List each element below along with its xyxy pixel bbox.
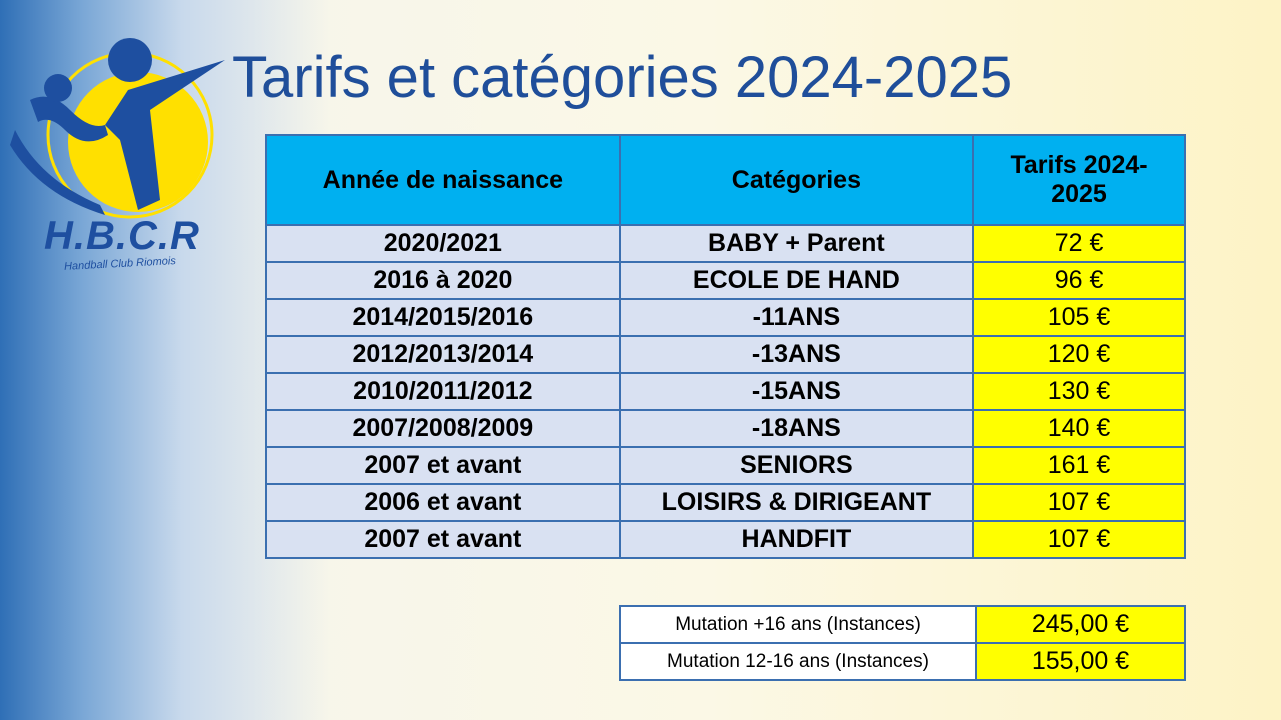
cell-category: -13ANS bbox=[618, 335, 975, 374]
mutation-price: 155,00 € bbox=[975, 642, 1186, 681]
cell-year: 2007/2008/2009 bbox=[265, 409, 621, 448]
mutations-table: Mutation +16 ans (Instances) 245,00 € Mu… bbox=[619, 605, 1186, 681]
cell-year: 2016 à 2020 bbox=[265, 261, 621, 300]
cell-category: ECOLE DE HAND bbox=[618, 261, 975, 300]
page-title: Tarifs et catégories 2024-2025 bbox=[232, 45, 1013, 110]
cell-price: 161 € bbox=[972, 446, 1186, 485]
cell-price: 120 € bbox=[972, 335, 1186, 374]
cell-price: 72 € bbox=[972, 224, 1186, 263]
cell-year: 2007 et avant bbox=[265, 520, 621, 559]
cell-price: 107 € bbox=[972, 520, 1186, 559]
cell-price: 130 € bbox=[972, 372, 1186, 411]
cell-category: BABY + Parent bbox=[618, 224, 975, 263]
cell-category: HANDFIT bbox=[618, 520, 975, 559]
table-row: 2007 et avant HANDFIT 107 € bbox=[265, 520, 1186, 559]
header-price-line1: Tarifs 2024- bbox=[1010, 151, 1148, 179]
table-row: Mutation 12-16 ans (Instances) 155,00 € bbox=[619, 642, 1186, 681]
cell-price: 107 € bbox=[972, 483, 1186, 522]
table-row: 2006 et avant LOISIRS & DIRIGEANT 107 € bbox=[265, 483, 1186, 522]
cell-year: 2020/2021 bbox=[265, 224, 621, 263]
cell-year: 2012/2013/2014 bbox=[265, 335, 621, 374]
table-row: 2020/2021 BABY + Parent 72 € bbox=[265, 224, 1186, 263]
header-category: Catégories bbox=[618, 134, 975, 226]
table-row: 2014/2015/2016 -11ANS 105 € bbox=[265, 298, 1186, 337]
logo-letters: H.B.C.R bbox=[44, 214, 200, 258]
cell-category: -11ANS bbox=[618, 298, 975, 337]
header-price-line2: 2025 bbox=[1051, 180, 1107, 208]
hbcr-logo-icon bbox=[10, 38, 225, 219]
tariffs-table: Année de naissance Catégories Tarifs 202… bbox=[265, 134, 1186, 559]
table-row: 2007 et avant SENIORS 161 € bbox=[265, 446, 1186, 485]
cell-category: SENIORS bbox=[618, 446, 975, 485]
mutation-label: Mutation 12-16 ans (Instances) bbox=[619, 642, 977, 681]
table-row: 2012/2013/2014 -13ANS 120 € bbox=[265, 335, 1186, 374]
cell-category: -18ANS bbox=[618, 409, 975, 448]
cell-price: 140 € bbox=[972, 409, 1186, 448]
header-year: Année de naissance bbox=[265, 134, 621, 226]
cell-year: 2010/2011/2012 bbox=[265, 372, 621, 411]
cell-year: 2007 et avant bbox=[265, 446, 621, 485]
table-row: 2016 à 2020 ECOLE DE HAND 96 € bbox=[265, 261, 1186, 300]
cell-year: 2006 et avant bbox=[265, 483, 621, 522]
table-header-row: Année de naissance Catégories Tarifs 202… bbox=[265, 134, 1186, 226]
cell-category: -15ANS bbox=[618, 372, 975, 411]
cell-price: 105 € bbox=[972, 298, 1186, 337]
cell-price: 96 € bbox=[972, 261, 1186, 300]
mutation-price: 245,00 € bbox=[975, 605, 1186, 644]
cell-category: LOISIRS & DIRIGEANT bbox=[618, 483, 975, 522]
cell-year: 2014/2015/2016 bbox=[265, 298, 621, 337]
table-row: 2010/2011/2012 -15ANS 130 € bbox=[265, 372, 1186, 411]
table-row: 2007/2008/2009 -18ANS 140 € bbox=[265, 409, 1186, 448]
table-row: Mutation +16 ans (Instances) 245,00 € bbox=[619, 605, 1186, 644]
header-price: Tarifs 2024- 2025 bbox=[972, 134, 1186, 226]
mutation-label: Mutation +16 ans (Instances) bbox=[619, 605, 977, 644]
